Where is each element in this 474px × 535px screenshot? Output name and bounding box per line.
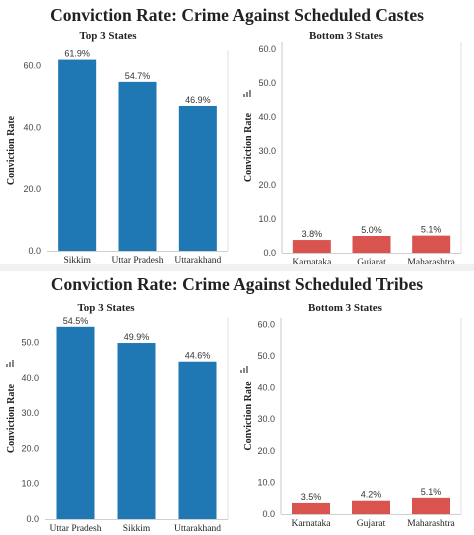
- data-label: 54.5%: [63, 316, 89, 326]
- bar[interactable]: [352, 235, 391, 253]
- chart-panel-castes-bottom: Bottom 3 States 0.0 10.0 20.0 30.0 40.0 50.0 60…: [237, 28, 474, 268]
- y-tick-label: 60.0: [258, 44, 276, 54]
- chart-menu-icon[interactable]: [6, 360, 14, 367]
- y-tick-label: 0.0: [262, 509, 275, 519]
- x-tick-label: Sikkim: [123, 524, 151, 534]
- x-tick-label: Gujarat: [357, 519, 386, 529]
- y-tick-label: 20.0: [258, 180, 276, 190]
- y-tick-label: 10.0: [257, 477, 275, 487]
- y-axis-label: Conviction Rate: [243, 381, 254, 451]
- x-tick-label: Maharashtra: [407, 519, 455, 529]
- bar[interactable]: [178, 105, 217, 252]
- x-tick-label: Uttarakhand: [174, 524, 221, 534]
- y-tick-label: 40.0: [257, 383, 275, 393]
- y-tick-label: 50.0: [21, 338, 39, 348]
- y-tick-label: 30.0: [21, 408, 39, 418]
- y-tick-label: 20.0: [21, 443, 39, 453]
- y-tick-label: 60.0: [257, 319, 275, 329]
- x-tick-label: Karnataka: [292, 258, 332, 268]
- icon-bar: [249, 90, 251, 97]
- x-tick-label: Karnataka: [291, 519, 331, 529]
- y-tick-label: 0.0: [26, 514, 39, 524]
- y-tick-label: 30.0: [258, 146, 276, 156]
- y-axis-label: Conviction Rate: [243, 112, 254, 182]
- y-tick-label: 0.0: [263, 248, 276, 258]
- y-tick-label: 40.0: [21, 373, 39, 383]
- data-label: 5.0%: [361, 225, 382, 235]
- icon-bar: [243, 368, 245, 373]
- chart-title: Bottom 3 States: [309, 30, 384, 42]
- data-label: 3.5%: [301, 492, 322, 502]
- y-axis-label: Conviction Rate: [6, 383, 17, 453]
- bar[interactable]: [292, 240, 331, 253]
- y-tick-label: 20.0: [257, 446, 275, 456]
- section-divider: [0, 264, 474, 271]
- chart-panel-tribes-bottom: Bottom 3 States 0.0 10.0 20.0 30.0 40.0 50.0 60…: [237, 298, 474, 535]
- data-label: 44.6%: [185, 351, 211, 361]
- y-tick-label: 10.0: [258, 214, 276, 224]
- chart-svg: Top 3 States 0.0 20.0 40.0 60.0 Conviction Ra…: [6, 30, 229, 266]
- bar[interactable]: [412, 497, 450, 514]
- data-label: 3.8%: [302, 229, 323, 239]
- x-tick-label: Maharashtra: [407, 258, 455, 268]
- y-tick-label: 10.0: [21, 479, 39, 489]
- y-tick-label: 60.0: [23, 60, 41, 70]
- chart-svg: Bottom 3 States 0.0 10.0 20.0 30.0 40.0 50.0 60…: [243, 30, 462, 268]
- chart-panel-castes-top: Top 3 States 0.0 20.0 40.0 60.0 Conviction Ra…: [0, 28, 237, 266]
- x-tick-label: Sikkim: [63, 256, 91, 266]
- bar[interactable]: [178, 361, 217, 519]
- icon-bar: [243, 94, 245, 97]
- data-label: 5.1%: [421, 487, 442, 497]
- data-label: 46.9%: [185, 95, 211, 105]
- chart-title: Top 3 States: [77, 302, 135, 314]
- data-label: 54.7%: [125, 71, 151, 81]
- chart-panel-tribes-top: Top 3 States 0.0 10.0 20.0 30.0 40.0 50.0 Convi…: [0, 298, 237, 535]
- chart-svg: Bottom 3 States 0.0 10.0 20.0 30.0 40.0 50.0 60…: [240, 302, 462, 529]
- data-label: 61.9%: [64, 49, 90, 59]
- bar[interactable]: [352, 500, 390, 514]
- icon-bar: [240, 370, 242, 373]
- y-tick-label: 30.0: [257, 414, 275, 424]
- y-tick-label: 40.0: [23, 122, 41, 132]
- data-label: 49.9%: [124, 332, 150, 342]
- bar[interactable]: [56, 326, 95, 519]
- data-label: 4.2%: [361, 490, 382, 500]
- y-tick-label: 50.0: [257, 351, 275, 361]
- icon-bar: [246, 92, 248, 97]
- x-tick-label: Gujarat: [357, 258, 386, 268]
- chart-svg: Top 3 States 0.0 10.0 20.0 30.0 40.0 50.0 Convi…: [6, 302, 229, 534]
- y-tick-label: 40.0: [258, 112, 276, 122]
- y-tick-label: 50.0: [258, 78, 276, 88]
- bar[interactable]: [117, 343, 156, 519]
- x-tick-label: Uttar Pradesh: [50, 524, 102, 534]
- icon-bar: [9, 362, 11, 367]
- data-label: 5.1%: [421, 225, 442, 235]
- bar[interactable]: [118, 81, 157, 251]
- chart-title: Bottom 3 States: [308, 302, 383, 314]
- section-title-castes: Conviction Rate: Crime Against Scheduled…: [50, 5, 424, 25]
- x-tick-label: Uttar Pradesh: [112, 256, 164, 266]
- chart-title: Top 3 States: [79, 30, 137, 42]
- y-axis-label: Conviction Rate: [6, 115, 17, 185]
- bar[interactable]: [412, 235, 451, 253]
- x-tick-label: Uttarakhand: [174, 256, 221, 266]
- section-title-tribes: Conviction Rate: Crime Against Scheduled…: [50, 274, 424, 294]
- chart-menu-icon[interactable]: [240, 366, 248, 373]
- chart-menu-icon[interactable]: [243, 90, 251, 97]
- icon-bar: [6, 364, 8, 367]
- icon-bar: [12, 360, 14, 367]
- y-tick-label: 20.0: [23, 184, 41, 194]
- bar[interactable]: [58, 59, 97, 251]
- y-tick-label: 0.0: [28, 246, 41, 256]
- icon-bar: [246, 366, 248, 373]
- bar[interactable]: [292, 502, 330, 514]
